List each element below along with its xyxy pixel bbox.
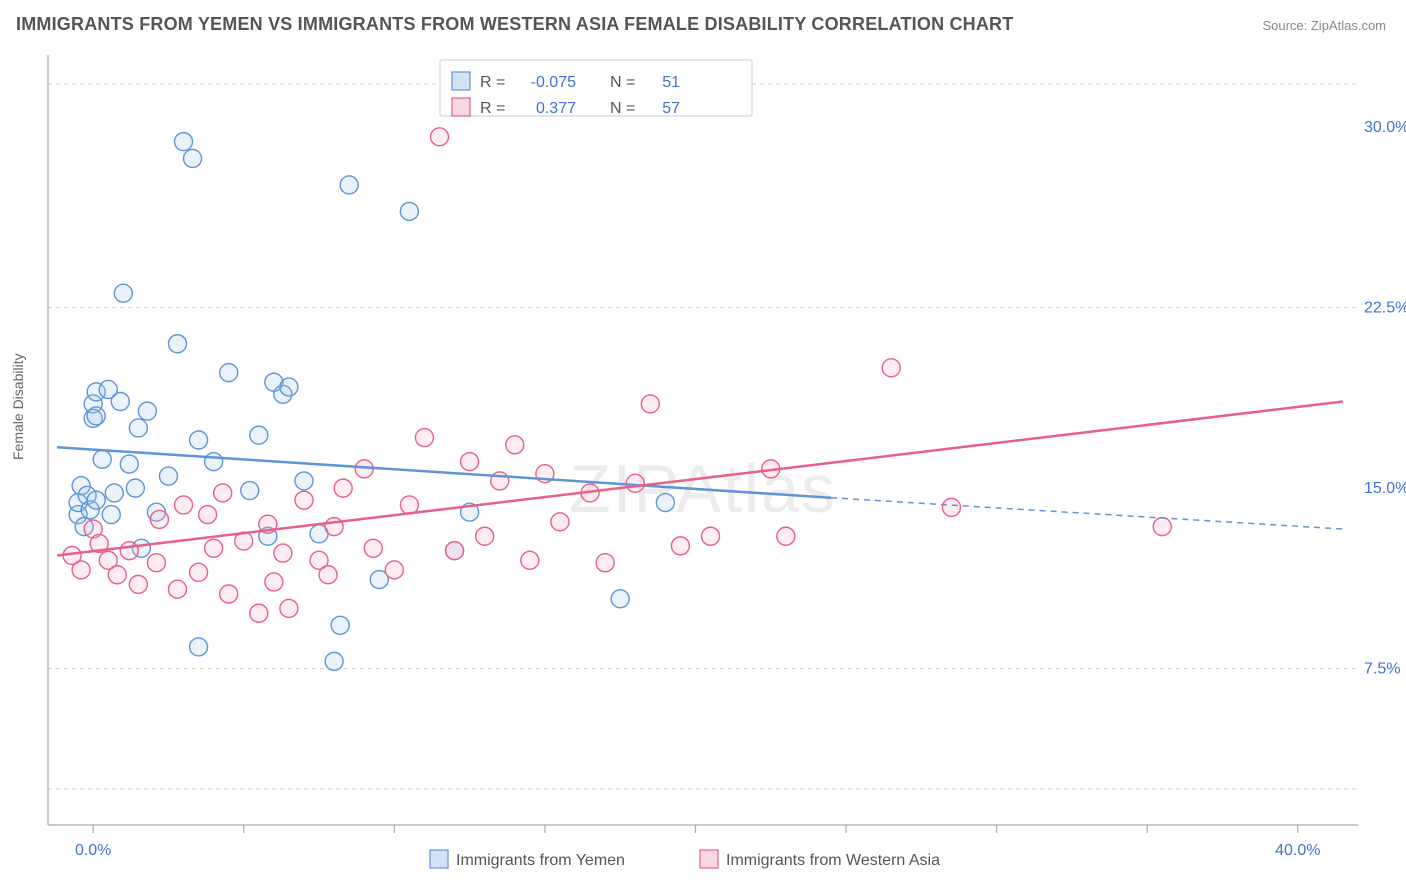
scatter-point-wasia xyxy=(446,542,464,560)
legend-n-label: N = xyxy=(610,74,635,91)
scatter-point-yemen xyxy=(175,133,193,151)
scatter-point-wasia xyxy=(150,510,168,528)
legend-r-label: R = xyxy=(480,74,505,91)
scatter-point-wasia xyxy=(280,599,298,617)
scatter-point-yemen xyxy=(111,393,129,411)
scatter-point-wasia xyxy=(295,491,313,509)
y-tick-label: 22.5% xyxy=(1364,300,1406,317)
scatter-point-yemen xyxy=(220,364,238,382)
scatter-point-wasia xyxy=(274,544,292,562)
legend-swatch-yemen xyxy=(452,72,470,90)
scatter-point-wasia xyxy=(506,436,524,454)
scatter-point-wasia xyxy=(147,554,165,572)
scatter-point-wasia xyxy=(364,539,382,557)
scatter-point-yemen xyxy=(114,284,132,302)
scatter-point-yemen xyxy=(190,431,208,449)
scatter-point-wasia xyxy=(641,395,659,413)
scatter-point-yemen xyxy=(241,482,259,500)
source-label: Source: ZipAtlas.com xyxy=(1262,18,1386,33)
scatter-point-wasia xyxy=(385,561,403,579)
scatter-point-yemen xyxy=(205,453,223,471)
legend-bottom-label: Immigrants from Yemen xyxy=(456,852,625,869)
scatter-point-wasia xyxy=(1153,518,1171,536)
scatter-point-yemen xyxy=(190,638,208,656)
scatter-point-wasia xyxy=(175,496,193,514)
scatter-point-yemen xyxy=(295,472,313,490)
scatter-point-yemen xyxy=(138,402,156,420)
scatter-point-wasia xyxy=(250,604,268,622)
scatter-point-wasia xyxy=(214,484,232,502)
scatter-point-wasia xyxy=(430,128,448,146)
scatter-point-wasia xyxy=(671,537,689,555)
scatter-point-wasia xyxy=(882,359,900,377)
scatter-point-wasia xyxy=(942,498,960,516)
legend-bottom-swatch xyxy=(700,850,718,868)
scatter-point-wasia xyxy=(400,496,418,514)
y-axis-label: Female Disability xyxy=(10,353,26,460)
scatter-point-wasia xyxy=(199,506,217,524)
scatter-point-yemen xyxy=(87,491,105,509)
legend-n-value: 51 xyxy=(662,74,680,91)
legend-bottom-swatch xyxy=(430,850,448,868)
x-tick-label: 40.0% xyxy=(1275,842,1320,859)
y-tick-label: 15.0% xyxy=(1364,480,1406,497)
scatter-point-yemen xyxy=(93,450,111,468)
scatter-point-yemen xyxy=(102,506,120,524)
legend-n-label: N = xyxy=(610,100,635,117)
scatter-point-yemen xyxy=(280,378,298,396)
scatter-point-wasia xyxy=(551,513,569,531)
scatter-point-wasia xyxy=(168,580,186,598)
legend-bottom-label: Immigrants from Western Asia xyxy=(726,852,940,869)
scatter-point-wasia xyxy=(702,527,720,545)
legend-r-value: -0.075 xyxy=(531,74,576,91)
scatter-point-wasia xyxy=(190,563,208,581)
scatter-point-yemen xyxy=(126,479,144,497)
scatter-point-wasia xyxy=(265,573,283,591)
scatter-point-wasia xyxy=(476,527,494,545)
scatter-point-yemen xyxy=(129,419,147,437)
scatter-point-wasia xyxy=(108,566,126,584)
legend-n-value: 57 xyxy=(662,100,680,117)
scatter-point-yemen xyxy=(611,590,629,608)
y-tick-label: 7.5% xyxy=(1364,661,1400,678)
y-tick-label: 30.0% xyxy=(1364,119,1406,136)
scatter-point-yemen xyxy=(159,467,177,485)
scatter-point-wasia xyxy=(521,551,539,569)
scatter-point-yemen xyxy=(325,652,343,670)
scatter-point-wasia xyxy=(777,527,795,545)
trend-line-wasia xyxy=(57,402,1343,556)
scatter-point-yemen xyxy=(656,494,674,512)
scatter-point-wasia xyxy=(415,429,433,447)
chart-title: IMMIGRANTS FROM YEMEN VS IMMIGRANTS FROM… xyxy=(16,14,1013,35)
scatter-point-yemen xyxy=(87,407,105,425)
scatter-point-yemen xyxy=(250,426,268,444)
scatter-point-wasia xyxy=(319,566,337,584)
scatter-point-wasia xyxy=(334,479,352,497)
scatter-point-wasia xyxy=(205,539,223,557)
scatter-point-yemen xyxy=(340,176,358,194)
scatter-point-yemen xyxy=(120,455,138,473)
scatter-point-yemen xyxy=(331,616,349,634)
scatter-point-yemen xyxy=(105,484,123,502)
legend-r-value: 0.377 xyxy=(536,100,576,117)
scatter-point-wasia xyxy=(461,453,479,471)
x-tick-label: 0.0% xyxy=(75,842,111,859)
scatter-point-wasia xyxy=(120,542,138,560)
trend-line-ext-yemen xyxy=(831,498,1343,529)
correlation-scatter-chart: ZIPAtlas0.0%40.0%7.5%15.0%22.5%30.0%R =-… xyxy=(0,0,1406,892)
scatter-point-wasia xyxy=(129,575,147,593)
legend-swatch-wasia xyxy=(452,98,470,116)
scatter-point-yemen xyxy=(168,335,186,353)
legend-r-label: R = xyxy=(480,100,505,117)
scatter-point-yemen xyxy=(400,202,418,220)
scatter-point-yemen xyxy=(184,149,202,167)
scatter-point-wasia xyxy=(220,585,238,603)
scatter-point-wasia xyxy=(596,554,614,572)
scatter-point-wasia xyxy=(72,561,90,579)
